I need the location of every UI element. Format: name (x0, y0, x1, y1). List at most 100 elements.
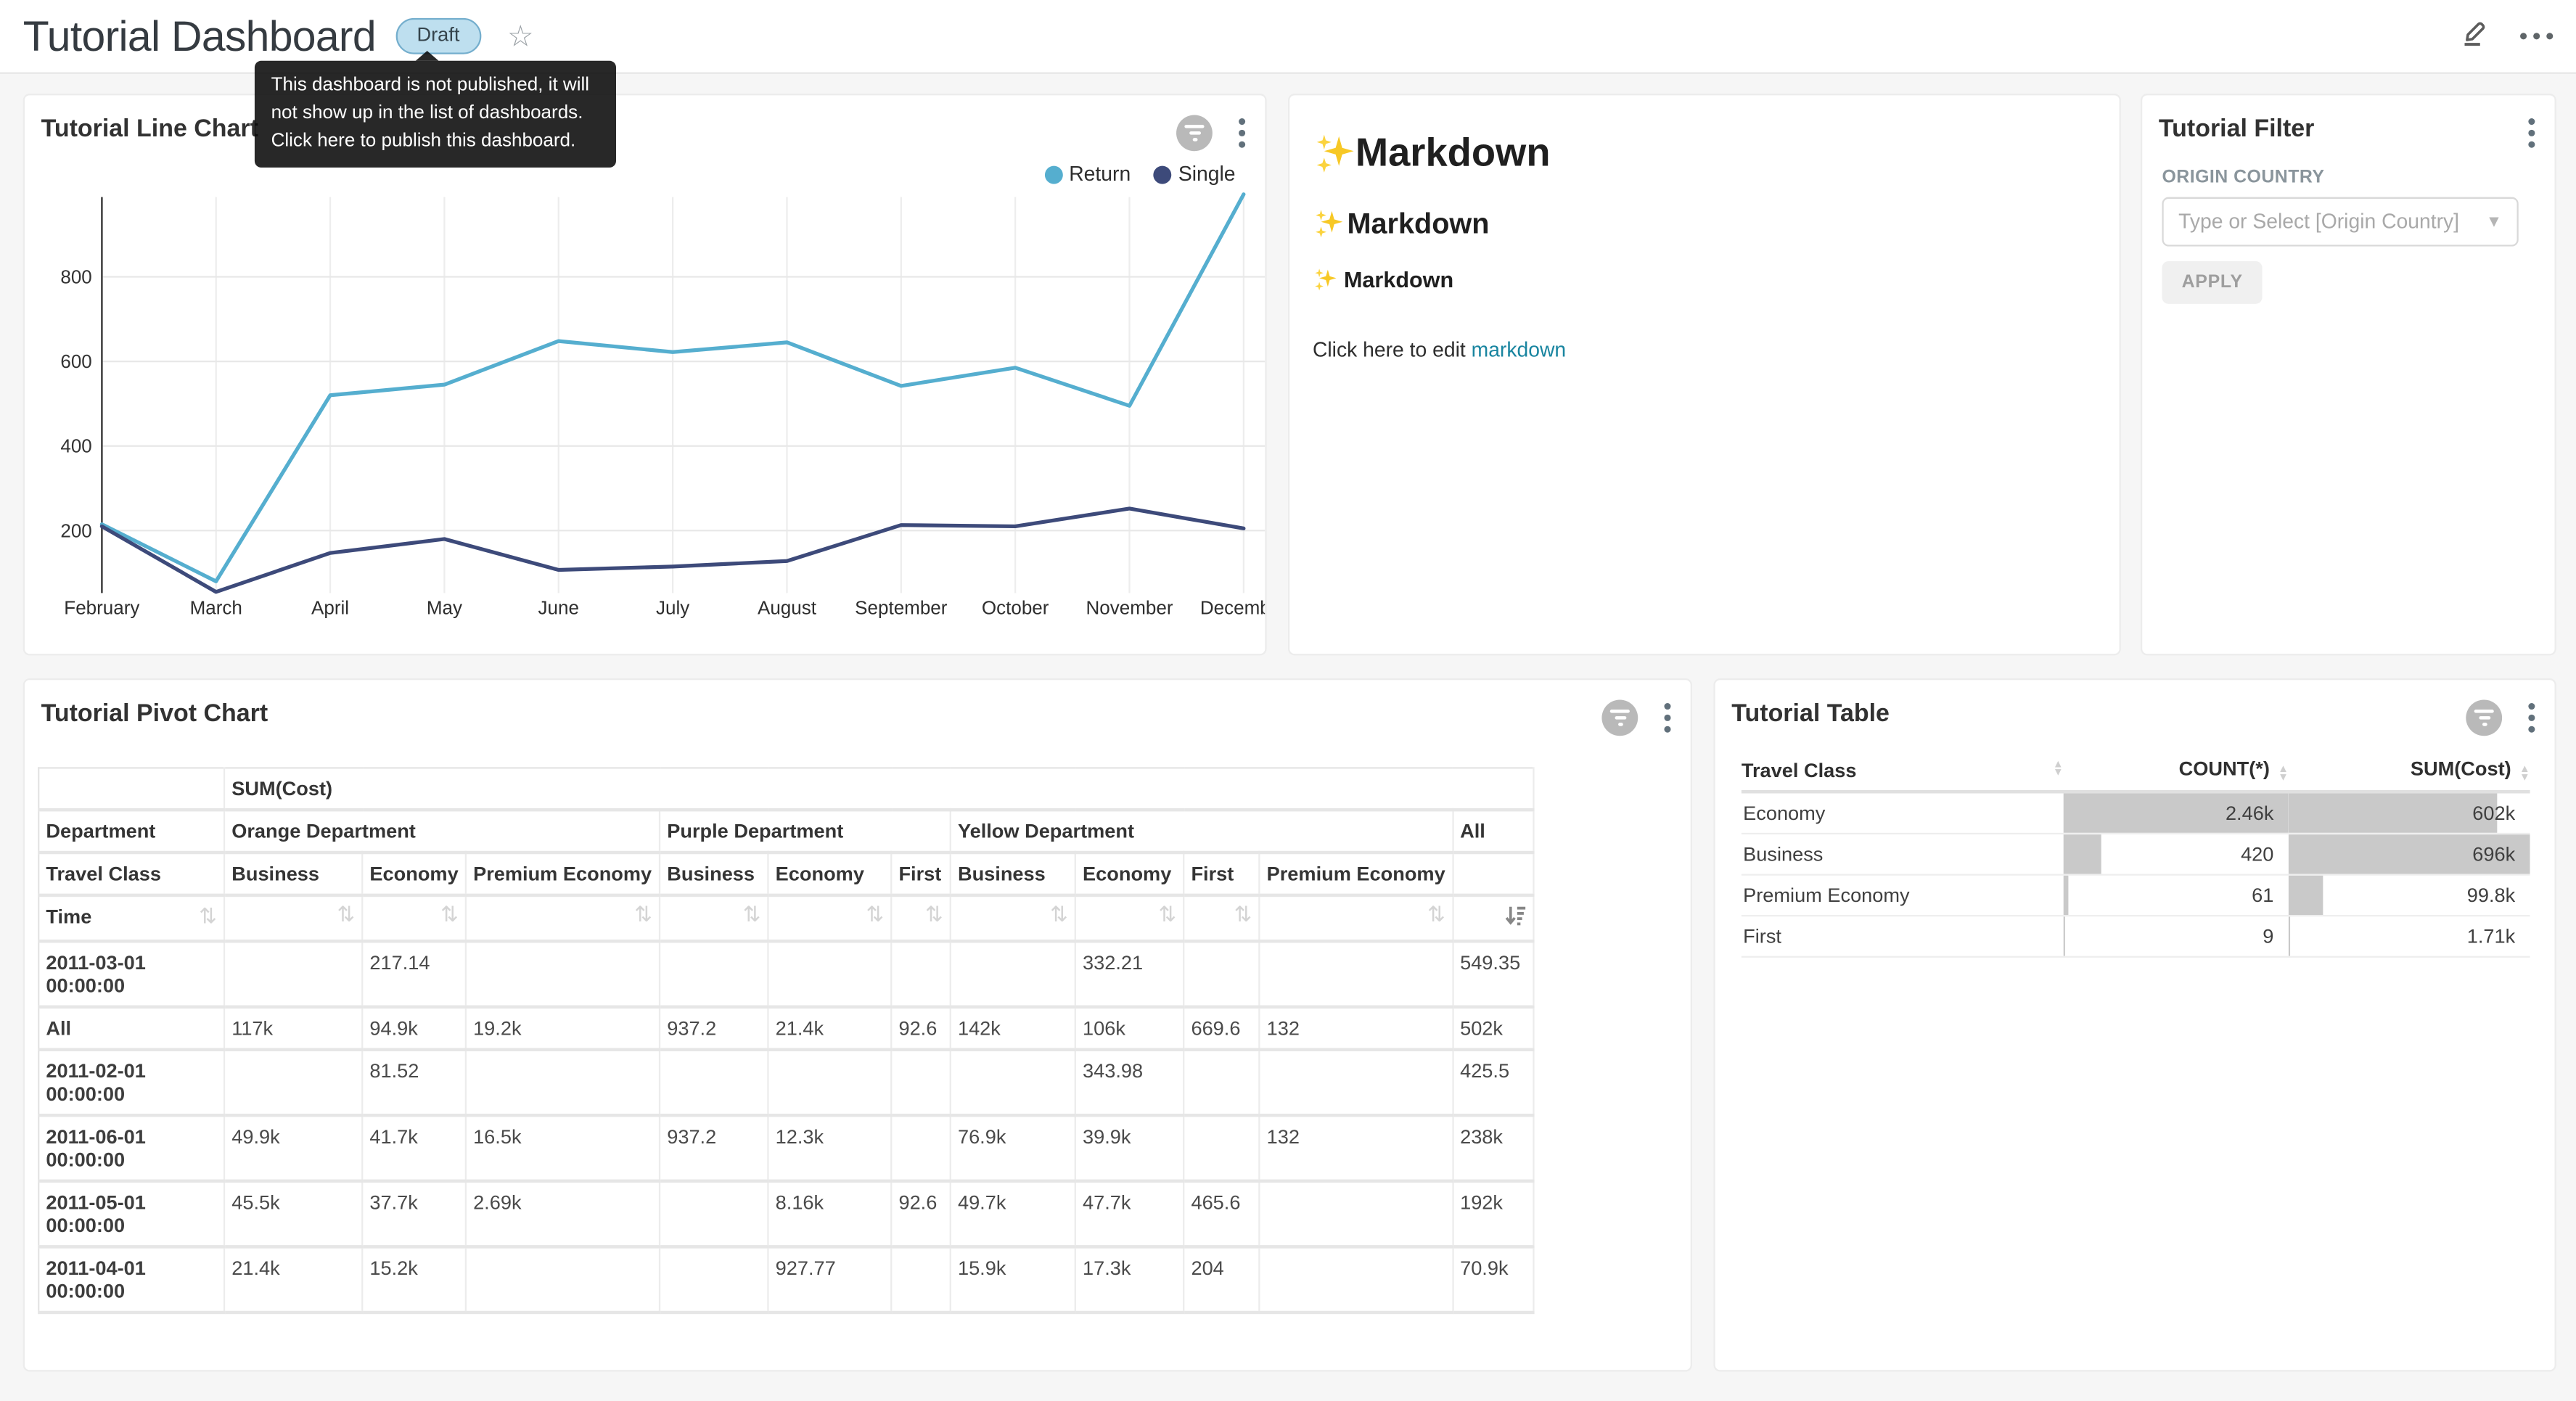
pivot-row-label: 2011-03-01 00:00:00 (38, 941, 224, 1007)
x-axis-label: July (656, 597, 689, 619)
sort-icon[interactable]: ⇅ (1158, 905, 1176, 924)
metric-cell: 61 (2064, 876, 2289, 915)
more-actions-icon[interactable] (2520, 33, 2553, 39)
column-header-travel-class[interactable]: Travel Class ▲▼ (1742, 757, 2064, 782)
table-row: Economy2.46k602k (1742, 794, 2530, 835)
pivot-value-cell (1184, 1050, 1259, 1116)
cell-value: 99.8k (2289, 884, 2530, 907)
column-header-label: Travel Class (1742, 758, 1857, 781)
pivot-all-header: All (1453, 810, 1533, 852)
apply-button[interactable]: APPLY (2162, 261, 2262, 304)
sort-desc-icon[interactable] (1504, 905, 1525, 931)
sort-icon[interactable]: ⇅ (1234, 905, 1252, 924)
x-axis-label: December (1200, 597, 1265, 619)
markdown-h2-text: Markdown (1348, 207, 1490, 242)
pivot-class-header: Economy (362, 852, 466, 895)
sort-icon[interactable]: ⇅ (337, 905, 355, 924)
pivot-value-cell: 937.2 (660, 1007, 768, 1050)
tooltip-line: This dashboard is not published, it will (271, 73, 600, 100)
pivot-value-cell: 92.6 (891, 1007, 951, 1050)
x-axis-label: March (190, 597, 242, 619)
pivot-value-cell: 94.9k (362, 1007, 466, 1050)
pivot-value-cell: 49.9k (224, 1115, 362, 1181)
cell-value: 9 (2064, 925, 2289, 948)
markdown-card[interactable]: Markdown Markdown Markdown Click here to (1288, 94, 2121, 655)
sparkles-icon (1313, 209, 1344, 240)
column-header-sum-cost[interactable]: SUM(Cost)▲▼ (2289, 757, 2530, 782)
pivot-value-cell: 41.7k (362, 1115, 466, 1181)
sort-icon[interactable]: ⇅ (199, 907, 217, 927)
pivot-value-cell: 12.3k (768, 1115, 891, 1181)
pivot-table: SUM(Cost)DepartmentOrange DepartmentPurp… (38, 767, 1534, 1314)
sort-icon[interactable]: ⇅ (1427, 905, 1445, 924)
line-chart-plot: 200400600800FebruaryMarchAprilMayJuneJul… (25, 95, 1265, 654)
table-row: First91.71k (1742, 916, 2530, 958)
cell-value: 1.71k (2289, 925, 2530, 948)
kebab-menu-icon[interactable] (1661, 699, 1674, 736)
dimension-cell: First (1742, 916, 2064, 956)
sort-caret-icon[interactable]: ▲▼ (2053, 763, 2064, 777)
pivot-class-header: Premium Economy (466, 852, 660, 895)
sort-icon[interactable]: ⇅ (866, 905, 884, 924)
markdown-edit-link[interactable]: markdown (1472, 338, 1567, 361)
pivot-row: All117k94.9k19.2k937.221.4k92.6142k106k6… (38, 1007, 1533, 1050)
kebab-menu-icon[interactable] (2525, 699, 2538, 736)
pivot-sort-cell: ⇅ (951, 895, 1075, 941)
pivot-value-cell: 21.4k (768, 1007, 891, 1050)
pivot-row-label: 2011-06-01 00:00:00 (38, 1115, 224, 1181)
cell-value: Premium Economy (1742, 884, 2064, 907)
dimension-cell: Economy (1742, 794, 2064, 833)
pivot-value-cell (1184, 1115, 1259, 1181)
column-header-count[interactable]: COUNT(*)▲▼ (2064, 757, 2289, 782)
sort-icon[interactable]: ⇅ (634, 905, 652, 924)
sort-caret-icon[interactable]: ▲▼ (2519, 767, 2530, 781)
pivot-value-cell (1259, 1181, 1452, 1247)
publish-tooltip[interactable]: This dashboard is not published, it will… (255, 61, 616, 168)
x-axis-label: May (427, 597, 462, 619)
x-axis-label: August (758, 597, 817, 619)
select-placeholder: Type or Select [Origin Country] (2178, 210, 2459, 234)
sort-icon[interactable]: ⇅ (743, 905, 761, 924)
pivot-value-cell: 37.7k (362, 1181, 466, 1247)
star-icon[interactable]: ☆ (507, 19, 534, 54)
pivot-all-value-cell: 192k (1453, 1181, 1533, 1247)
metric-cell: 9 (2064, 916, 2289, 956)
chevron-down-icon: ▼ (2486, 213, 2502, 231)
pivot-value-cell (768, 1050, 891, 1116)
metric-cell: 2.46k (2064, 794, 2289, 833)
cell-value: First (1742, 925, 2064, 948)
metric-cell: 602k (2289, 794, 2530, 833)
pivot-value-cell: 937.2 (660, 1115, 768, 1181)
sort-icon[interactable]: ⇅ (440, 905, 459, 924)
pivot-value-cell: 332.21 (1075, 941, 1184, 1007)
kebab-menu-icon[interactable] (2525, 115, 2538, 151)
y-axis-tick: 400 (60, 435, 91, 457)
pivot-value-cell: 81.52 (362, 1050, 466, 1116)
pivot-value-cell: 132 (1259, 1007, 1452, 1050)
y-axis-tick: 200 (60, 519, 91, 541)
applied-filter-icon[interactable] (1601, 699, 1638, 736)
edit-icon[interactable] (2458, 16, 2490, 57)
pivot-sort-cell: ⇅ (1184, 895, 1259, 941)
sort-icon[interactable]: ⇅ (1050, 905, 1068, 924)
dimension-cell: Premium Economy (1742, 876, 2064, 915)
pivot-value-cell (466, 941, 660, 1007)
status-badge[interactable]: Draft (395, 18, 481, 54)
pivot-sort-cell: ⇅ (768, 895, 891, 941)
pivot-time-row-label: Time⇅ (38, 895, 224, 941)
sort-caret-icon[interactable]: ▲▼ (2278, 767, 2289, 781)
sparkles-icon (1313, 268, 1337, 292)
table-card: Tutorial Table Travel Class▲▼COUNT(*)▲▼S… (1713, 678, 2556, 1371)
pivot-value-cell (891, 941, 951, 1007)
cell-value: Business (1742, 842, 2064, 866)
markdown-h2: Markdown (1313, 207, 2096, 242)
pivot-value-cell: 16.5k (466, 1115, 660, 1181)
origin-country-select[interactable]: Type or Select [Origin Country] ▼ (2162, 197, 2518, 247)
sort-icon[interactable]: ⇅ (925, 905, 943, 924)
applied-filter-icon[interactable] (2466, 699, 2502, 736)
pivot-value-cell: 669.6 (1184, 1007, 1259, 1050)
pivot-value-cell (224, 941, 362, 1007)
pivot-value-cell: 45.5k (224, 1181, 362, 1247)
cell-value: 61 (2064, 884, 2289, 907)
markdown-h1-text: Markdown (1355, 131, 1551, 177)
